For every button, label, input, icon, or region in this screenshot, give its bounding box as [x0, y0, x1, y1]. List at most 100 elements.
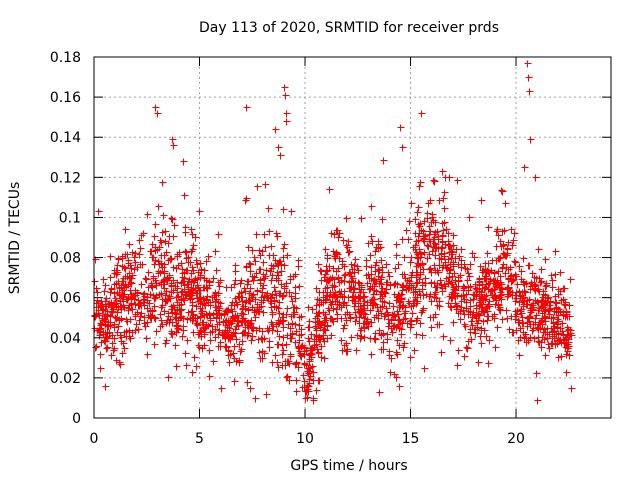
data-point — [380, 339, 388, 347]
data-point — [425, 243, 433, 251]
data-point — [489, 257, 497, 265]
data-point — [334, 311, 342, 319]
data-point — [327, 275, 335, 283]
data-point — [272, 288, 280, 296]
data-point — [456, 253, 464, 261]
data-point — [508, 272, 516, 280]
data-point — [206, 347, 214, 355]
data-point — [388, 317, 396, 325]
data-point — [340, 237, 348, 245]
data-point — [414, 260, 422, 268]
data-point — [333, 268, 341, 276]
data-point — [225, 352, 233, 360]
data-point — [361, 334, 369, 342]
data-point — [472, 281, 480, 289]
data-point — [133, 321, 141, 329]
data-point — [141, 290, 149, 298]
data-point — [152, 221, 160, 229]
data-point — [412, 216, 420, 224]
data-point — [216, 327, 224, 335]
data-point — [495, 255, 503, 263]
data-point — [163, 288, 171, 296]
data-point — [315, 350, 323, 358]
data-point — [343, 317, 351, 325]
data-point — [502, 200, 510, 208]
data-point — [108, 285, 116, 293]
chart-title: Day 113 of 2020, SRMTID for receiver prd… — [199, 20, 499, 36]
data-point — [318, 354, 326, 362]
data-point — [230, 329, 238, 337]
data-point — [445, 230, 453, 238]
data-point — [173, 322, 181, 330]
data-point — [358, 325, 366, 333]
data-point — [468, 336, 476, 344]
data-point — [523, 301, 531, 309]
data-point — [233, 358, 241, 366]
data-point — [94, 297, 102, 305]
data-point — [173, 265, 181, 273]
data-point — [151, 303, 159, 311]
data-point — [424, 255, 432, 263]
data-point — [94, 327, 102, 335]
data-point — [103, 334, 111, 342]
data-point — [380, 157, 388, 165]
data-point — [361, 305, 369, 313]
data-point — [196, 208, 204, 216]
data-point — [353, 347, 361, 355]
data-point — [249, 333, 257, 341]
data-point — [159, 179, 167, 187]
data-point — [485, 224, 493, 232]
data-point — [549, 277, 557, 285]
data-point — [546, 345, 554, 353]
data-point — [132, 311, 140, 319]
data-point — [363, 263, 371, 271]
data-point — [351, 303, 359, 311]
data-point — [396, 383, 404, 391]
data-point — [498, 296, 506, 304]
data-point — [188, 289, 196, 297]
data-point — [266, 252, 274, 260]
data-point — [266, 344, 274, 352]
data-point — [398, 326, 406, 334]
data-point — [464, 345, 472, 353]
data-point — [161, 308, 169, 316]
data-point — [215, 231, 223, 239]
data-point — [357, 335, 365, 343]
data-point — [348, 284, 356, 292]
data-point — [313, 285, 321, 293]
data-point — [275, 144, 283, 152]
data-point — [458, 246, 466, 254]
data-point — [170, 142, 178, 150]
data-point — [290, 311, 298, 319]
data-point — [252, 395, 260, 403]
data-point — [293, 305, 301, 313]
data-point — [323, 267, 331, 275]
data-point — [381, 313, 389, 321]
data-point — [266, 228, 274, 236]
data-point — [330, 265, 338, 273]
data-point — [168, 289, 176, 297]
data-point — [552, 341, 560, 349]
data-point — [232, 277, 240, 285]
data-point — [517, 308, 525, 316]
x-tick-label: 15 — [402, 431, 420, 447]
data-point — [159, 264, 167, 272]
data-point — [494, 277, 502, 285]
data-point — [386, 273, 394, 281]
data-point — [448, 304, 456, 312]
data-point — [388, 355, 396, 363]
data-point — [372, 262, 380, 270]
data-point — [249, 247, 257, 255]
data-point — [201, 275, 209, 283]
data-point — [315, 310, 323, 318]
data-point — [296, 322, 304, 330]
data-point — [403, 286, 411, 294]
data-point — [273, 292, 281, 300]
data-point — [124, 251, 132, 259]
data-point — [292, 339, 300, 347]
data-point — [257, 266, 265, 274]
data-point — [560, 296, 568, 304]
data-point — [245, 306, 253, 314]
data-point — [419, 307, 427, 315]
data-point — [157, 311, 165, 319]
